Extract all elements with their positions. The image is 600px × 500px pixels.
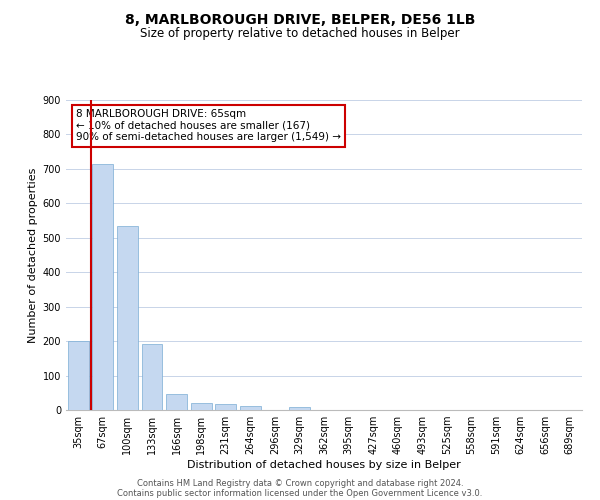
Text: Contains public sector information licensed under the Open Government Licence v3: Contains public sector information licen… (118, 488, 482, 498)
X-axis label: Distribution of detached houses by size in Belper: Distribution of detached houses by size … (187, 460, 461, 470)
Bar (142, 344, 163, 410)
Bar (191, 403, 212, 410)
Bar (166, 394, 187, 410)
Bar (117, 226, 138, 410)
Text: Contains HM Land Registry data © Crown copyright and database right 2024.: Contains HM Land Registry data © Crown c… (137, 478, 463, 488)
Text: 8 MARLBOROUGH DRIVE: 65sqm
← 10% of detached houses are smaller (167)
90% of sem: 8 MARLBOROUGH DRIVE: 65sqm ← 10% of deta… (76, 110, 341, 142)
Bar (289, 406, 310, 410)
Bar (68, 341, 89, 410)
Y-axis label: Number of detached properties: Number of detached properties (28, 168, 38, 342)
Bar (92, 164, 113, 410)
Text: Size of property relative to detached houses in Belper: Size of property relative to detached ho… (140, 28, 460, 40)
Bar (240, 406, 261, 410)
Text: 8, MARLBOROUGH DRIVE, BELPER, DE56 1LB: 8, MARLBOROUGH DRIVE, BELPER, DE56 1LB (125, 12, 475, 26)
Bar (215, 404, 236, 410)
